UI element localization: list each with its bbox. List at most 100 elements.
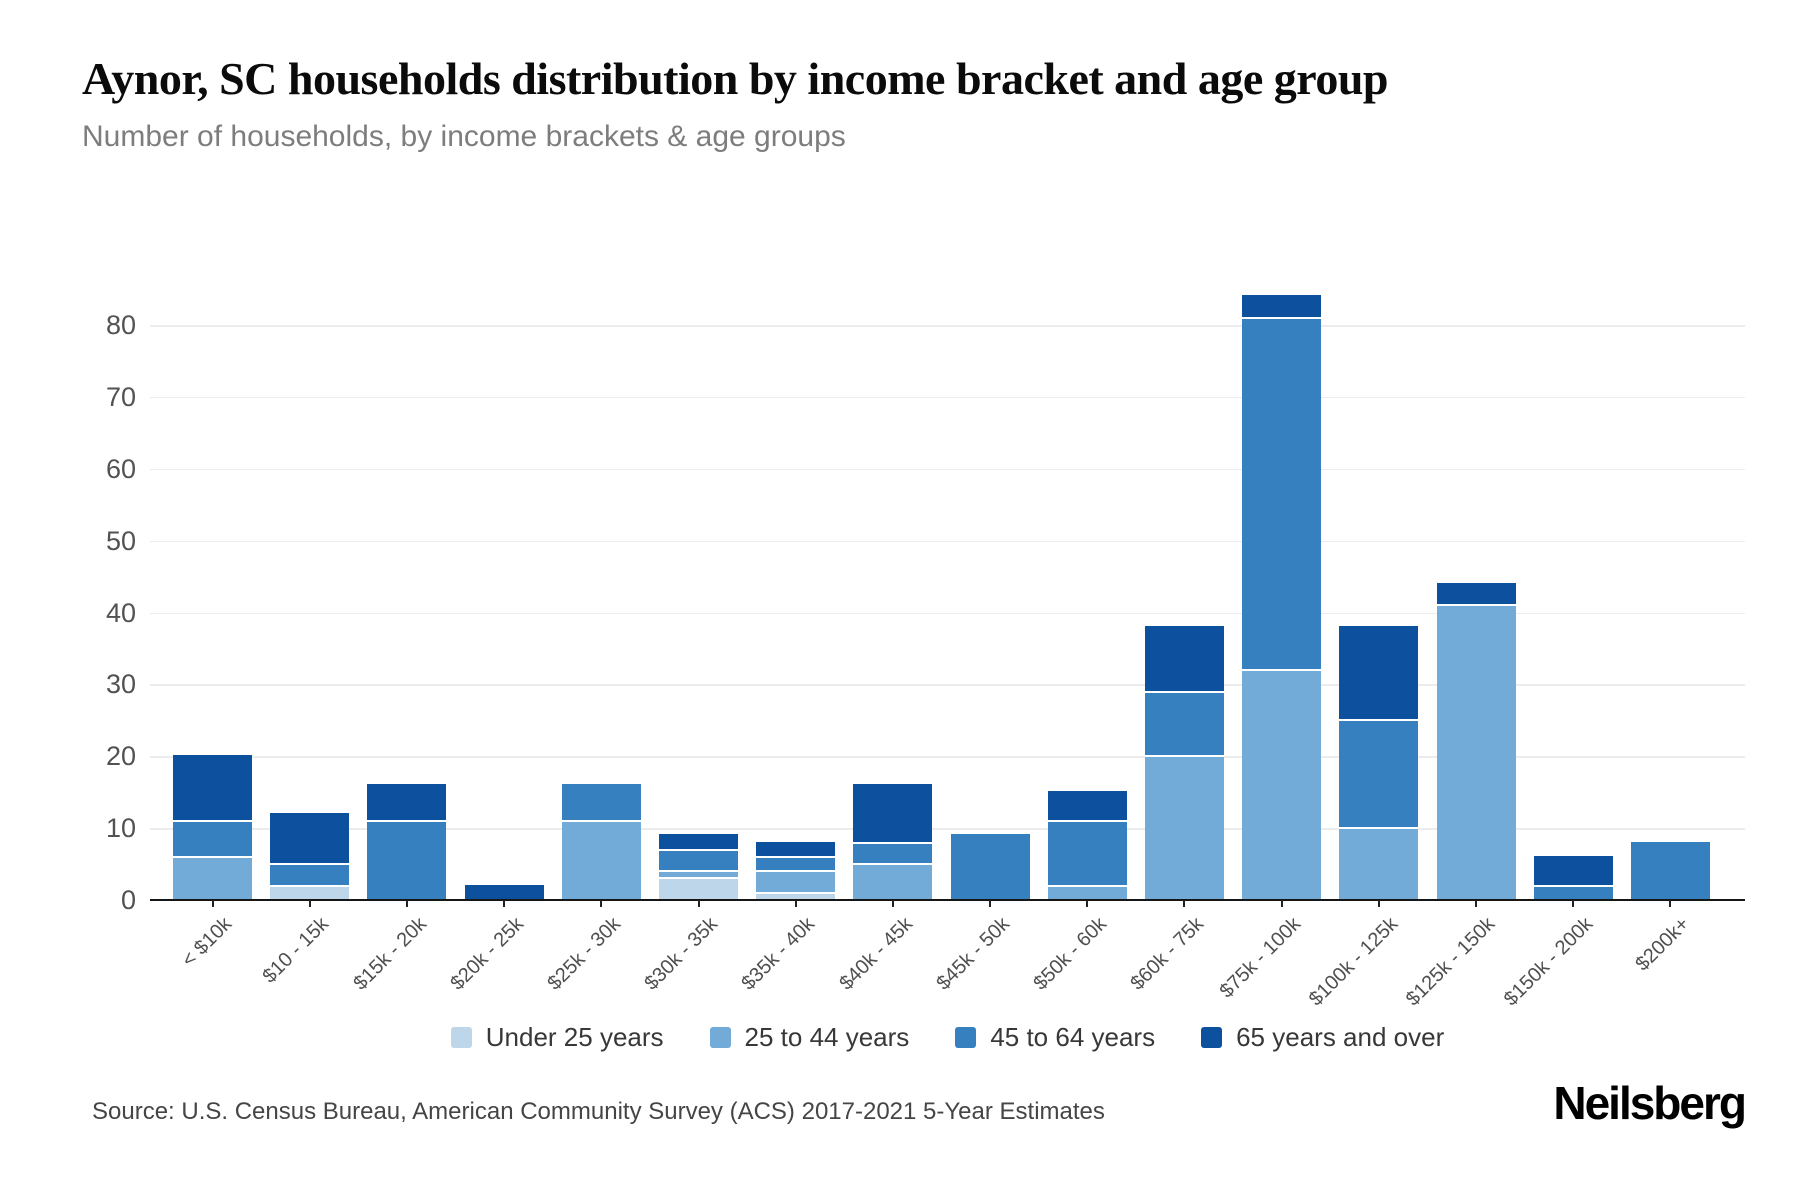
legend-swatch <box>450 1027 472 1048</box>
bar-segment <box>173 855 253 899</box>
bar-segment <box>1339 719 1419 828</box>
legend-swatch <box>955 1027 977 1048</box>
bar-segment <box>1339 625 1419 720</box>
x-tick-label: $75k - 100k <box>1215 913 1306 1003</box>
x-axis-tick <box>600 900 603 907</box>
legend-label: 25 to 44 years <box>744 1022 910 1052</box>
bar--10-15k <box>270 812 350 899</box>
x-tick-label: $20k - 25k <box>446 913 528 995</box>
x-axis-tick <box>989 900 992 907</box>
gridline-y-10 <box>150 828 1745 830</box>
bar--25k-30k <box>561 784 641 899</box>
x-tick-label: $150k - 200k <box>1499 913 1597 1011</box>
bar-segment <box>1533 855 1613 885</box>
bar-segment <box>1339 827 1419 899</box>
brand-logo: Neilsberg <box>1553 1077 1747 1129</box>
bar-segment <box>659 848 739 871</box>
legend-item: 25 to 44 years <box>709 1022 910 1053</box>
legend-swatch <box>709 1027 731 1048</box>
x-axis-tick <box>211 900 214 907</box>
bar-segment <box>756 870 836 892</box>
bar-segment <box>1047 791 1127 820</box>
y-axis-labels: 0 10 20 30 40 50 60 70 80 <box>40 260 136 915</box>
y-tick-label: 10 <box>105 813 136 844</box>
x-axis-tick <box>503 900 506 907</box>
bar-segment <box>173 819 253 856</box>
gridline-y-60 <box>150 468 1745 471</box>
legend: Under 25 years 25 to 44 years 45 to 64 yea… <box>150 1022 1745 1053</box>
x-tick-label: $10 - 15k <box>258 913 334 988</box>
bar-segment <box>1630 841 1710 899</box>
bar-segment <box>1047 884 1127 899</box>
bar-segment <box>367 819 447 899</box>
x-axis-tick <box>1377 900 1380 907</box>
x-axis-tick <box>697 900 700 907</box>
bar-segment <box>659 870 739 878</box>
bar-segment <box>1242 295 1322 317</box>
chart-subtitle: Number of households, by income brackets… <box>82 120 846 153</box>
bar--75k-100k <box>1242 295 1322 899</box>
bar-segment <box>561 819 641 899</box>
bar-segment <box>853 841 933 864</box>
bar-segment <box>659 834 739 849</box>
x-axis-tick <box>1669 900 1672 907</box>
bar--30k-35k <box>659 834 739 899</box>
plot-area <box>150 260 1745 901</box>
bar-segment <box>173 755 253 820</box>
bar--45k-50k <box>950 834 1030 899</box>
bar--200k- <box>1630 841 1710 899</box>
gridline-y-30 <box>150 684 1745 686</box>
x-axis-tick <box>1086 900 1089 907</box>
legend-label: Under 25 years <box>485 1022 664 1052</box>
bar-segment <box>756 855 836 871</box>
x-tick-label: $60k - 75k <box>1126 913 1209 995</box>
bar--60k-75k <box>1144 625 1224 899</box>
gridline-y-70 <box>150 396 1745 399</box>
bar-segment <box>1144 755 1224 899</box>
bar--40k-45k <box>853 784 933 899</box>
legend-item: 65 years and over <box>1201 1022 1444 1053</box>
source-note: Source: U.S. Census Bureau, American Com… <box>92 1098 1105 1125</box>
legend-item: Under 25 years <box>450 1022 664 1053</box>
bar-segment <box>1436 582 1516 605</box>
bar-segment <box>756 841 836 856</box>
y-tick-label: 20 <box>105 741 136 772</box>
bar-segment <box>270 812 350 864</box>
x-tick-label: $40k - 45k <box>834 913 917 995</box>
bar-segment <box>367 784 447 820</box>
x-tick-label: $125k - 150k <box>1402 913 1500 1011</box>
bar-segment <box>1144 690 1224 756</box>
gridline-y-40 <box>150 612 1745 614</box>
bar--15k-20k <box>367 784 447 899</box>
x-tick-label: $35k - 40k <box>737 913 820 995</box>
x-tick-label: $45k - 50k <box>932 913 1014 995</box>
bar-segment <box>561 784 641 820</box>
gridline-y-50 <box>150 540 1745 543</box>
x-tick-label: < $10k <box>177 913 237 972</box>
bar--20k-25k <box>464 884 544 899</box>
x-axis-line <box>150 898 1745 901</box>
bar-segment <box>1533 884 1613 899</box>
bar-segment <box>464 884 544 899</box>
bar-segment <box>270 863 350 885</box>
gridline-y-20 <box>150 756 1745 758</box>
legend-label: 65 years and over <box>1236 1022 1445 1052</box>
x-axis-tick <box>794 900 797 907</box>
x-axis-tick <box>891 900 894 907</box>
chart-title: Aynor, SC households distribution by inc… <box>82 53 1389 104</box>
bar-segment <box>659 877 739 899</box>
y-tick-label: 70 <box>105 381 136 412</box>
x-tick-label: $100k - 125k <box>1305 913 1403 1011</box>
y-tick-label: 40 <box>105 597 136 628</box>
y-tick-label: 30 <box>105 669 136 700</box>
x-axis-tick <box>1475 900 1478 907</box>
bar-segment <box>853 784 933 842</box>
x-axis-tick <box>308 900 311 907</box>
x-tick-label: $30k - 35k <box>640 913 723 995</box>
bar-segment <box>270 884 350 899</box>
x-tick-label: $50k - 60k <box>1029 913 1111 995</box>
y-tick-label: 0 <box>120 885 136 915</box>
gridline-y-80 <box>150 325 1745 327</box>
x-tick-label: $15k - 20k <box>348 913 431 995</box>
x-axis-tick <box>1572 900 1575 907</box>
